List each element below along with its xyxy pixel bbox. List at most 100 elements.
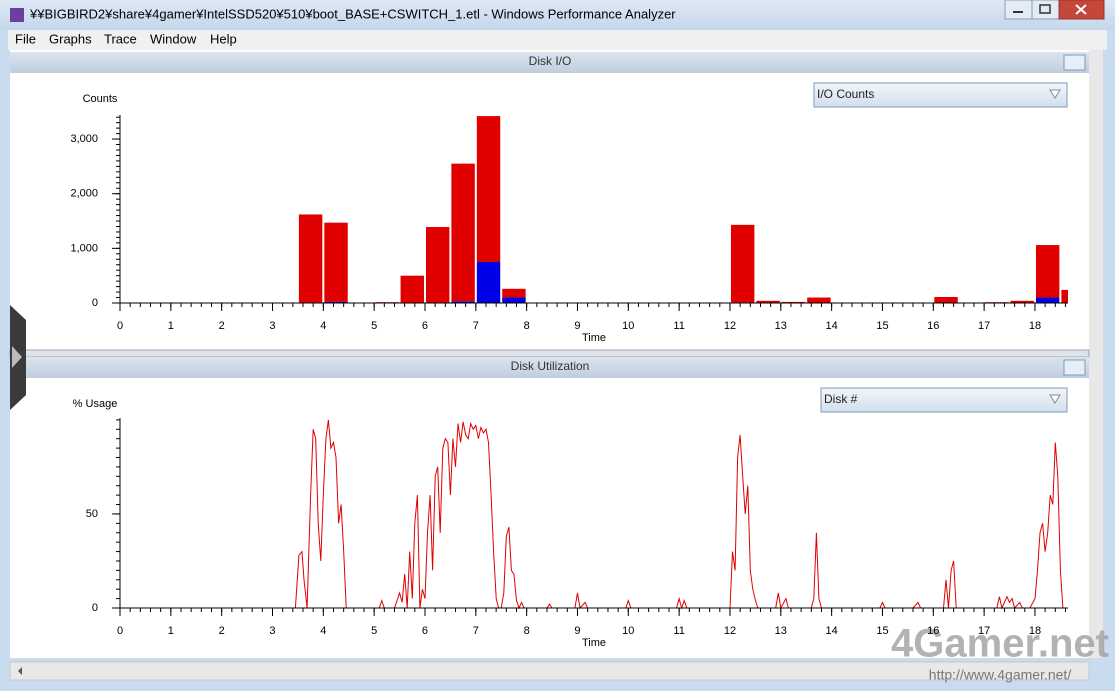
y-tick-label: 1,000 bbox=[70, 242, 98, 254]
bar-segment bbox=[730, 224, 755, 303]
menu-item[interactable]: Window bbox=[150, 31, 197, 46]
dropdown[interactable] bbox=[813, 82, 1068, 108]
x-tick-label: 3 bbox=[269, 320, 275, 332]
window-title: ¥¥BIGBIRD2¥share¥4gamer¥IntelSSD520¥510¥… bbox=[29, 6, 676, 21]
x-tick-label: 13 bbox=[775, 625, 787, 637]
y-tick-label: 50 bbox=[86, 508, 98, 520]
x-tick-label: 8 bbox=[524, 625, 530, 637]
x-tick-label: 14 bbox=[826, 320, 838, 332]
vertical-scrollbar[interactable] bbox=[1089, 50, 1103, 658]
x-tick-label: 18 bbox=[1029, 625, 1041, 637]
bar-segment bbox=[400, 275, 424, 303]
x-tick-label: 3 bbox=[269, 625, 275, 637]
y-axis-label: Counts bbox=[83, 93, 118, 105]
horizontal-scrollbar[interactable] bbox=[9, 661, 1090, 681]
dropdown-label: Disk # bbox=[824, 392, 858, 406]
x-tick-label: 5 bbox=[371, 625, 377, 637]
panel-header bbox=[10, 52, 1089, 73]
app-icon bbox=[10, 8, 24, 22]
panel-toggle[interactable] bbox=[1063, 54, 1086, 71]
x-tick-label: 1 bbox=[168, 625, 174, 637]
dropdown[interactable] bbox=[820, 387, 1068, 413]
panel-header bbox=[10, 357, 1089, 378]
x-tick-label: 9 bbox=[574, 320, 580, 332]
x-tick-label: 10 bbox=[622, 320, 634, 332]
x-tick-label: 14 bbox=[826, 625, 838, 637]
x-tick-label: 17 bbox=[978, 320, 990, 332]
title-bar bbox=[0, 0, 1115, 30]
x-tick-label: 16 bbox=[927, 625, 939, 637]
window-controls[interactable] bbox=[1004, 0, 1105, 20]
x-tick-label: 16 bbox=[927, 320, 939, 332]
maximize-button[interactable] bbox=[1031, 0, 1060, 20]
x-tick-label: 2 bbox=[219, 625, 225, 637]
panel-title: Disk Utilization bbox=[511, 359, 590, 373]
x-axis-label: Time bbox=[582, 332, 606, 344]
menu-bar bbox=[8, 30, 1107, 50]
y-tick-label: 0 bbox=[92, 297, 98, 309]
bar-segment bbox=[756, 300, 780, 303]
x-tick-label: 0 bbox=[117, 320, 123, 332]
bar-segment bbox=[324, 222, 348, 302]
x-tick-label: 6 bbox=[422, 320, 428, 332]
bar-segment bbox=[807, 297, 831, 303]
bar-segment bbox=[324, 301, 348, 303]
menu-item[interactable]: Trace bbox=[104, 31, 137, 46]
x-tick-label: 0 bbox=[117, 625, 123, 637]
x-tick-label: 17 bbox=[978, 625, 990, 637]
x-tick-label: 4 bbox=[320, 320, 326, 332]
dropdown-arrow bbox=[1049, 89, 1061, 404]
panel-toggle[interactable] bbox=[1063, 359, 1086, 376]
bar-segment bbox=[502, 297, 526, 303]
bar-segment bbox=[476, 262, 501, 303]
x-tick-label: 7 bbox=[473, 625, 479, 637]
x-tick-label: 11 bbox=[673, 625, 684, 637]
x-tick-label: 9 bbox=[574, 625, 580, 637]
x-tick-label: 18 bbox=[1029, 320, 1041, 332]
x-axis-label: Time bbox=[582, 637, 606, 649]
bar-segment bbox=[476, 116, 501, 263]
splitter[interactable] bbox=[9, 349, 1090, 358]
bars bbox=[298, 116, 1068, 303]
bar-segment bbox=[425, 227, 450, 303]
menu-item[interactable]: File bbox=[15, 31, 36, 46]
x-tick-label: 6 bbox=[422, 625, 428, 637]
watermark-logo: 4Gamer.net bbox=[891, 622, 1109, 666]
x-tick-label: 5 bbox=[371, 320, 377, 332]
y-tick-label: 2,000 bbox=[70, 188, 98, 200]
scroll-arrow bbox=[18, 667, 22, 675]
minimize-button[interactable] bbox=[1004, 0, 1033, 20]
x-tick-label: 8 bbox=[524, 320, 530, 332]
side-tab-arrow bbox=[12, 346, 22, 368]
x-tick-label: 7 bbox=[473, 320, 479, 332]
bar-segment bbox=[502, 288, 526, 298]
x-tick-label: 15 bbox=[876, 320, 888, 332]
bar-segment bbox=[451, 163, 475, 302]
x-tick-label: 13 bbox=[775, 320, 787, 332]
x-tick-label: 2 bbox=[219, 320, 225, 332]
bar-segment bbox=[934, 296, 958, 303]
x-tick-label: 1 bbox=[168, 320, 174, 332]
x-tick-label: 12 bbox=[724, 625, 736, 637]
bar-segment bbox=[781, 301, 806, 303]
bar-segment bbox=[1035, 245, 1060, 298]
bar-segment bbox=[1010, 300, 1034, 303]
x-tick-label: 15 bbox=[876, 625, 888, 637]
x-tick-label: 4 bbox=[320, 625, 326, 637]
y-axis-label: % Usage bbox=[73, 398, 118, 410]
watermark-url: http://www.4gamer.net/ bbox=[929, 667, 1072, 683]
x-tick-label: 11 bbox=[673, 320, 684, 332]
bar-segment bbox=[451, 301, 475, 303]
panel-title: Disk I/O bbox=[529, 54, 572, 68]
menu-item[interactable]: Help bbox=[210, 31, 237, 46]
bar-segment bbox=[1061, 289, 1068, 303]
y-tick-label: 3,000 bbox=[70, 133, 98, 145]
x-tick-label: 12 bbox=[724, 320, 736, 332]
menu-item[interactable]: Graphs bbox=[49, 31, 92, 46]
x-tick-label: 10 bbox=[622, 625, 634, 637]
bar-segment bbox=[298, 214, 323, 303]
y-tick-label: 0 bbox=[92, 602, 98, 614]
usage-line bbox=[120, 419, 1066, 610]
bar-segment bbox=[1035, 297, 1060, 303]
